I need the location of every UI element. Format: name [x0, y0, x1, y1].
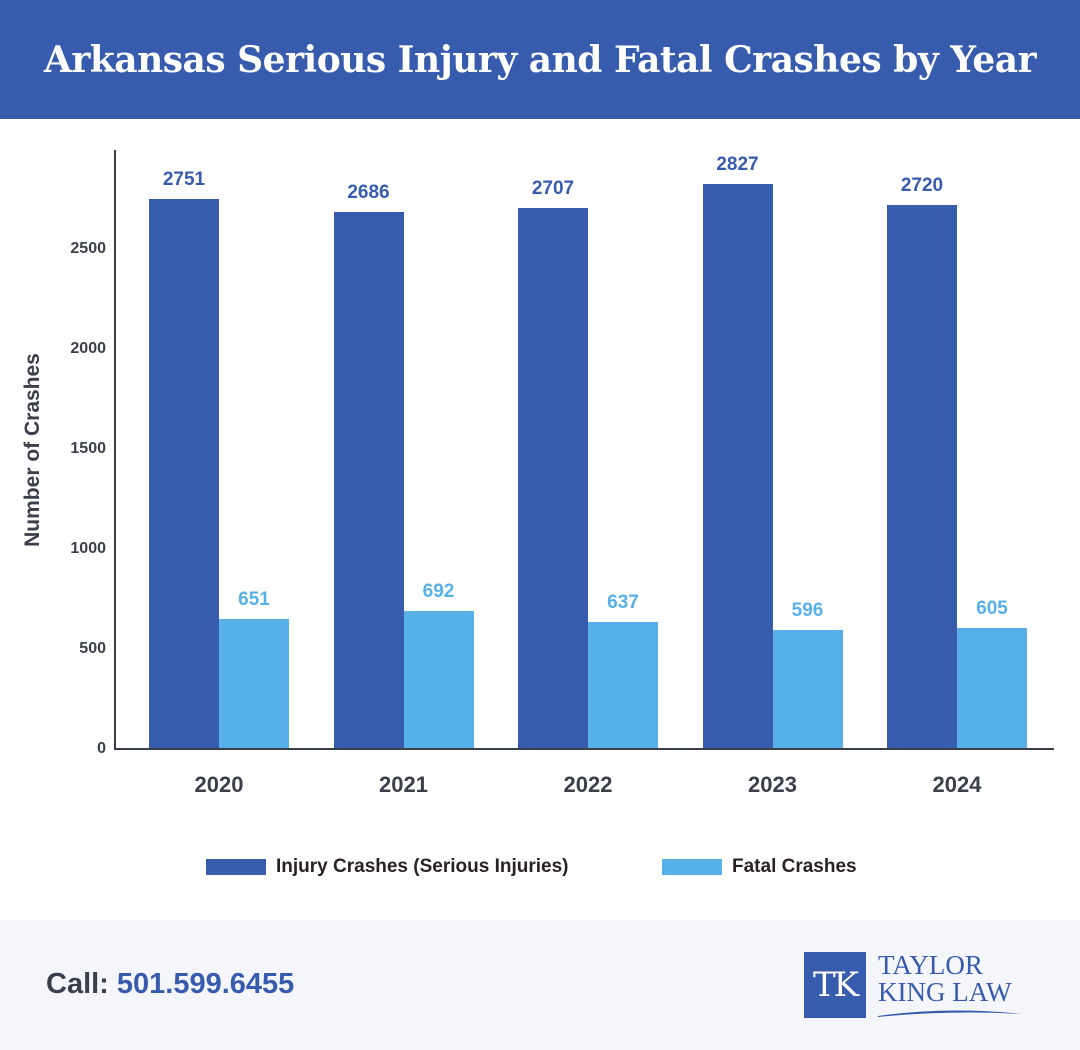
bar-injury-2023 [702, 183, 773, 749]
y-tick-label: 1000 [70, 540, 106, 557]
legend: Injury Crashes (Serious Injuries) Fatal … [0, 856, 1080, 880]
bar-fatal-2022 [588, 621, 658, 749]
value-label: 2827 [716, 153, 759, 175]
logo-monogram: TK [804, 952, 866, 1018]
bar-fatal-2024 [957, 628, 1027, 749]
bar-chart: Number of Crashes 0 500 1000 1500 2000 2500 2… [0, 119, 1080, 920]
value-label: 605 [976, 598, 1008, 619]
bar-injury-2022 [518, 207, 588, 749]
legend-label-injury: Injury Crashes (Serious Injuries) [276, 856, 569, 877]
logo-wordmark: TAYLOR KING LAW [878, 950, 1023, 1018]
y-tick-label: 2000 [70, 340, 106, 357]
y-axis-line [114, 150, 116, 750]
legend-item-injury: Injury Crashes (Serious Injuries) [206, 856, 568, 878]
taylor-king-law-logo: TK TAYLOR KING LAW [804, 950, 1023, 1018]
y-tick-label: 1500 [70, 440, 106, 457]
x-tick-label: 2020 [194, 772, 244, 797]
value-label: 2720 [900, 175, 944, 196]
legend-label-fatal: Fatal Crashes [732, 856, 857, 877]
y-tick-label: 0 [97, 740, 106, 757]
bar-fatal-2021 [403, 610, 474, 749]
legend-swatch-injury [206, 859, 266, 875]
logo-line-1: TAYLOR [878, 950, 983, 980]
y-tick-label: 2500 [70, 240, 106, 257]
value-label: 2707 [531, 177, 575, 199]
bar-injury-2020 [149, 198, 219, 749]
x-tick-label: 2022 [563, 772, 613, 797]
value-label: 637 [607, 591, 639, 613]
bar-injury-2024 [887, 205, 957, 749]
title-banner: Arkansas Serious Injury and Fatal Crashe… [0, 0, 1080, 119]
x-tick-label: 2021 [379, 772, 428, 797]
phone-number[interactable]: 501.599.6455 [116, 968, 295, 1000]
bar-fatal-2020 [219, 618, 289, 749]
legend-swatch-fatal [662, 859, 722, 875]
logo-swoosh-icon [878, 1010, 1023, 1017]
call-label: Call: [46, 968, 109, 1000]
footer: Call: 501.599.6455 TK TAYLOR KING LAW [0, 920, 1080, 1050]
value-label: 651 [238, 588, 270, 610]
value-label: 596 [791, 599, 824, 621]
x-tick-label: 2023 [748, 772, 797, 797]
value-label: 2686 [347, 181, 390, 203]
call-line: Call: 501.599.6455 [46, 968, 294, 1001]
logo-line-2: KING LAW [878, 977, 1012, 1007]
bar-injury-2021 [333, 211, 404, 749]
x-tick-label: 2024 [932, 772, 982, 797]
x-axis-line [114, 748, 1054, 750]
bar-fatal-2023 [772, 629, 843, 749]
chart-title: Arkansas Serious Injury and Fatal Crashe… [43, 38, 1037, 81]
value-label: 692 [422, 580, 455, 602]
legend-item-fatal: Fatal Crashes [662, 856, 857, 878]
y-tick-label: 500 [79, 640, 106, 657]
y-axis-label: Number of Crashes [21, 353, 44, 547]
value-label: 2751 [162, 168, 206, 190]
